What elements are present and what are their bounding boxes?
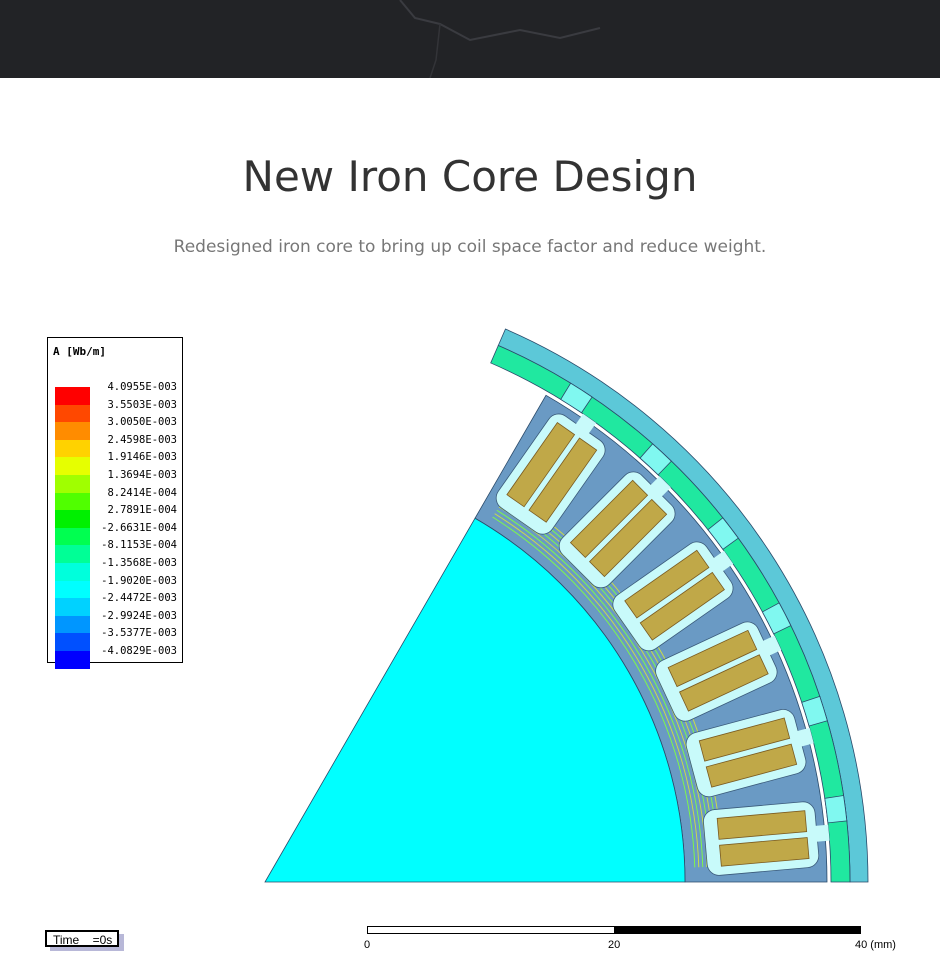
legend-swatch <box>55 387 90 405</box>
legend-swatch <box>55 404 90 423</box>
coil-bar <box>588 498 668 578</box>
legend-swatch <box>55 510 90 528</box>
legend-swatch <box>55 422 90 440</box>
slot-neck <box>710 550 734 574</box>
stator-slot <box>558 471 676 589</box>
magnet-gap <box>707 517 739 550</box>
coil-bar <box>719 837 810 867</box>
legend-swatch <box>55 598 90 616</box>
magnet-gap <box>761 602 792 635</box>
scale-label-0: 0 <box>364 939 371 951</box>
stator-slot <box>495 413 606 535</box>
legend-value: 1.9146E-003 <box>107 451 177 464</box>
legend-value: -1.3568E-003 <box>101 557 177 569</box>
legend-value: 2.7891E-004 <box>107 504 177 517</box>
color-legend: A [Wb/m] 4.0955E-003 3.5503E-003 3.0050E-0… <box>47 337 183 669</box>
legend-swatch <box>55 580 90 599</box>
time-indicator: Time =0s <box>45 930 119 947</box>
flux-line <box>496 509 704 868</box>
legend-value: -1.9020E-003 <box>101 574 177 587</box>
coil-bar <box>679 654 769 712</box>
time-value: =0s <box>92 933 113 947</box>
coil-bar <box>639 571 725 641</box>
flux-line <box>498 506 708 867</box>
slot-neck <box>573 413 597 437</box>
legend-swatch <box>55 439 90 458</box>
flux-line <box>492 516 696 868</box>
slot-neck <box>812 824 830 843</box>
page-subtitle: Redesigned iron core to bring up coil sp… <box>173 237 767 257</box>
time-label: Time <box>53 933 80 947</box>
legend-swatch <box>55 527 90 546</box>
coil-bar <box>569 479 649 559</box>
legend-value: -2.4472E-003 <box>101 592 177 605</box>
legend-swatch <box>55 492 90 511</box>
legend-swatch <box>55 545 90 563</box>
scale-bar <box>367 926 861 934</box>
legend-value: -4.0829E-003 <box>101 645 177 657</box>
legend-swatch <box>55 651 90 669</box>
magnet-gap <box>639 443 672 476</box>
header-banner <box>0 0 940 78</box>
legend-value: -8.1153E-004 <box>101 539 177 552</box>
coil-bar <box>624 549 710 619</box>
legend-swatch <box>55 457 90 475</box>
legend-value: 3.5503E-003 <box>107 398 177 411</box>
stator-slot <box>703 801 830 876</box>
legend-value: 3.0050E-003 <box>107 416 177 429</box>
legend-value: -2.6631E-004 <box>101 521 177 534</box>
legend-value: 2.4598E-003 <box>107 433 177 446</box>
lightning-decoration <box>399 0 601 78</box>
magnet-gap <box>801 695 828 727</box>
inner-rotor <box>264 517 686 883</box>
legend-title: A [Wb/m] <box>53 345 106 358</box>
scale-label-20: 20 <box>608 939 621 951</box>
stator-slot <box>612 541 734 652</box>
legend-value: 8.2414E-004 <box>107 486 177 499</box>
coil-bar <box>528 437 598 523</box>
legend-value: -2.9924E-003 <box>101 609 177 622</box>
page-title: New Iron Core Design <box>242 152 698 201</box>
coil-bar <box>698 717 791 762</box>
coil-bar <box>716 810 808 840</box>
slot-neck <box>760 635 782 657</box>
legend-swatch <box>55 475 90 493</box>
legend-swatch <box>55 615 90 634</box>
stator-slot <box>685 709 814 798</box>
legend-swatch <box>55 633 90 651</box>
coil-bar <box>667 629 758 688</box>
slot-neck <box>794 727 814 748</box>
magnet-gap <box>824 795 848 824</box>
legend-swatch <box>55 563 90 581</box>
coil-bar <box>506 422 576 508</box>
magnet-gap <box>560 382 593 414</box>
flux-line <box>494 513 700 868</box>
scale-label-40: 40 (mm) <box>855 939 896 951</box>
legend-value: -3.5377E-003 <box>101 627 177 640</box>
stator-slot <box>655 621 782 722</box>
legend-value: 1.3694E-003 <box>107 469 177 481</box>
coil-bar <box>705 743 798 788</box>
legend-value: 4.0955E-003 <box>107 381 177 393</box>
